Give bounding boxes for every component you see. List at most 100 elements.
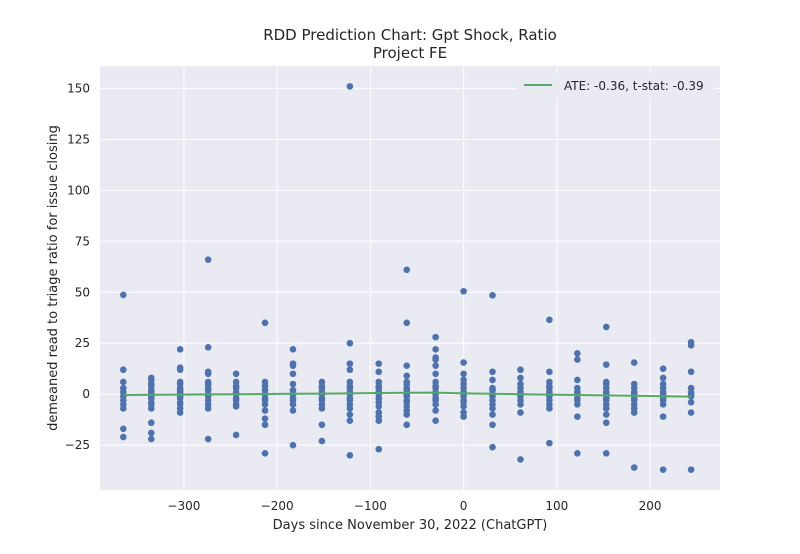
scatter-point [147, 429, 155, 437]
scatter-point [574, 401, 581, 408]
scatter-point [517, 374, 524, 382]
scatter-point [346, 339, 354, 347]
scatter-point [375, 360, 383, 367]
scatter-point [432, 356, 439, 363]
scatter-point [602, 411, 610, 418]
scatter-point [289, 346, 297, 353]
scatter-point [375, 417, 383, 424]
scatter-point [432, 333, 439, 341]
scatter-point [403, 319, 411, 327]
scatter-point [432, 401, 439, 408]
scatter-point [147, 419, 155, 427]
scatter-point [375, 368, 383, 376]
scatter-point [346, 405, 354, 412]
scatter-point [232, 370, 240, 378]
scatter-point [602, 450, 610, 457]
scatter-point [687, 341, 695, 349]
scatter-point [432, 417, 439, 424]
y-tick-labels: −25 0 25 50 75 100 125 150 [65, 81, 90, 452]
scatter-point [289, 401, 297, 408]
scatter-point [489, 368, 496, 376]
scatter-point [204, 405, 212, 412]
x-tick-labels: −300 −200 −100 0 100 200 [167, 499, 661, 513]
y-tick-label: 125 [67, 132, 90, 146]
scatter-point [432, 370, 439, 378]
scatter-point [602, 361, 610, 368]
scatter-point [460, 359, 467, 366]
scatter-point [261, 421, 269, 429]
scatter-point [346, 417, 354, 424]
y-tick-label: 100 [67, 183, 90, 197]
scatter-point [574, 356, 581, 363]
scatter-point [659, 365, 667, 373]
scatter-point [659, 374, 667, 382]
scatter-point [289, 370, 297, 378]
scatter-point [261, 450, 269, 457]
scatter-point [460, 413, 467, 420]
scatter-point [204, 370, 212, 378]
scatter-point [120, 405, 127, 412]
scatter-point [204, 344, 212, 351]
scatter-point [120, 425, 127, 433]
scatter-point [289, 380, 297, 388]
scatter-point [318, 405, 326, 412]
legend-label: ATE: -0.36, t-stat: -0.39 [564, 79, 704, 93]
scatter-point [460, 370, 467, 378]
scatter-point [546, 316, 553, 324]
scatter-point [489, 443, 496, 451]
y-tick-label: 25 [75, 336, 90, 350]
scatter-point [204, 435, 212, 443]
scatter-point [147, 405, 155, 412]
scatter-point [602, 323, 610, 331]
scatter-point [403, 266, 411, 274]
scatter-point [659, 413, 667, 420]
scatter-point [630, 464, 638, 471]
scatter-point [403, 372, 411, 380]
scatter-point [289, 441, 297, 449]
scatter-point [261, 415, 269, 422]
x-tick-label: 100 [545, 499, 568, 513]
scatter-point [261, 401, 269, 408]
scatter-point [687, 409, 695, 416]
scatter-point [489, 376, 496, 384]
chart-title: RDD Prediction Chart: Gpt Shock, Ratio [263, 26, 557, 44]
scatter-point [120, 291, 127, 299]
scatter-point [687, 399, 695, 406]
scatter-point [574, 450, 581, 457]
x-tick-label: −300 [167, 499, 200, 513]
scatter-point [489, 292, 496, 299]
scatter-point [687, 368, 695, 376]
scatter-point [147, 435, 155, 443]
scatter-point [261, 319, 269, 327]
scatter-point [630, 409, 638, 416]
scatter-point [602, 419, 610, 427]
scatter-point [318, 421, 326, 429]
scatter-point [517, 456, 524, 463]
scatter-point [346, 452, 354, 459]
scatter-point [176, 409, 184, 416]
scatter-point [289, 407, 297, 414]
scatter-point [489, 405, 496, 412]
scatter-point [489, 411, 496, 418]
ate-fit-line [123, 391, 692, 398]
scatter-point [432, 346, 439, 353]
y-tick-label: 75 [75, 234, 90, 248]
scatter-point [574, 376, 581, 384]
scatter-point [176, 346, 184, 353]
scatter-point [318, 437, 326, 445]
plot-area [100, 66, 720, 490]
x-tick-label: −200 [261, 499, 294, 513]
scatter-point [204, 256, 212, 263]
scatter-point [517, 409, 524, 416]
scatter-point [460, 403, 467, 410]
scatter-point [630, 359, 638, 366]
x-tick-label: −100 [354, 499, 387, 513]
legend: ATE: -0.36, t-stat: -0.39 [516, 74, 714, 98]
y-tick-label: 50 [75, 285, 90, 299]
scatter-point [659, 466, 667, 473]
scatter-point [346, 360, 354, 367]
scatter-point [517, 401, 524, 408]
scatter-point [375, 445, 383, 453]
scatter-point [432, 407, 439, 414]
